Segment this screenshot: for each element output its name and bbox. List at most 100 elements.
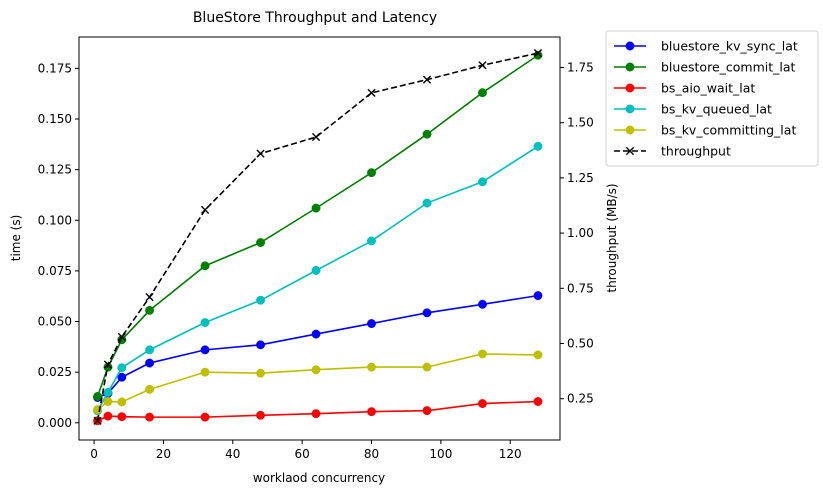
data-point-throughput <box>533 49 543 58</box>
series-line-bs-kv-committing-lat <box>97 353 538 411</box>
data-point-bs-kv-queued-lat <box>117 363 127 373</box>
data-point-bs-aio-wait-lat <box>478 399 487 408</box>
data-point-throughput <box>256 149 265 158</box>
data-point-bs-kv-queued-lat <box>103 387 113 397</box>
plot-area <box>93 49 543 426</box>
data-point-throughput <box>93 416 102 425</box>
y-axis-left: 0.000 0.025 0.050 0.075 0.100 0.125 0.150 0.175 <box>38 61 79 430</box>
data-point-bs-kv-committing-lat <box>422 362 432 372</box>
series-bs-aio-wait-lat <box>93 397 543 426</box>
data-point-bs-kv-committing-lat <box>311 365 321 375</box>
data-point-bluestore-kv-sync-lat <box>117 372 127 382</box>
data-point-throughput <box>103 360 113 369</box>
data-point-bs-aio-wait-lat <box>367 407 376 417</box>
series-line-bluestore-commit-lat <box>96 54 539 397</box>
legend-label: bs_kv_committing_lat <box>661 123 796 138</box>
data-point-bs-kv-queued-lat <box>422 198 432 208</box>
data-point-bluestore-commit-lat <box>311 203 321 213</box>
axes-frame <box>78 36 561 441</box>
data-point-bs-aio-wait-lat <box>117 412 127 422</box>
data-point-throughput <box>311 132 321 142</box>
series-bs-kv-queued-lat <box>93 141 543 416</box>
data-point-bluestore-kv-sync-lat <box>533 291 543 301</box>
x-tick-label: 100 <box>429 447 452 461</box>
legend: bluestore_kv_sync_lat bluestore_commit_la… <box>605 30 819 167</box>
y2-tick-label: 1.75 <box>567 60 594 74</box>
legend-marker <box>625 125 635 135</box>
y2-tick-label: 1.25 <box>567 171 594 185</box>
x-tick-label: 20 <box>156 447 171 461</box>
y-tick-label: 0.075 <box>38 264 72 278</box>
x-tick-label: 120 <box>499 447 522 461</box>
data-point-throughput <box>422 75 432 84</box>
y2-axis-label: throughput (MB/s) <box>605 183 619 292</box>
data-point-bluestore-kv-sync-lat <box>478 299 487 309</box>
legend-item-bluestore-commit-lat: bluestore_commit_lat <box>614 60 796 75</box>
y-tick-label: 0.050 <box>38 315 72 329</box>
legend-marker <box>625 62 635 72</box>
y-tick-label: 0.000 <box>38 416 72 430</box>
legend-item-bs-aio-wait-lat: bs_aio_wait_lat <box>614 81 755 96</box>
y2-tick-label: 0.25 <box>567 392 594 406</box>
data-point-bs-aio-wait-lat <box>533 397 543 406</box>
y-tick-label: 0.025 <box>38 365 72 379</box>
data-point-bs-kv-committing-lat <box>117 397 127 407</box>
x-tick-label: 0 <box>90 447 98 461</box>
data-point-bluestore-commit-lat <box>422 129 432 139</box>
legend-marker <box>625 104 635 114</box>
data-point-bs-kv-queued-lat <box>478 177 487 187</box>
data-point-bs-kv-committing-lat <box>256 368 265 378</box>
data-point-bluestore-commit-lat <box>200 261 210 271</box>
data-point-bluestore-commit-lat <box>93 392 103 401</box>
data-point-bs-kv-queued-lat <box>200 318 210 327</box>
data-point-bs-kv-committing-lat <box>533 350 543 360</box>
y-tick-label: 0.175 <box>38 61 72 75</box>
data-point-bluestore-commit-lat <box>478 88 487 98</box>
data-point-bs-kv-committing-lat <box>103 397 113 406</box>
data-point-throughput <box>478 61 487 70</box>
series-line-bluestore-kv-sync-lat <box>97 294 539 399</box>
x-axis: 0 20 40 60 80 100 120 <box>90 440 522 461</box>
data-point-bluestore-commit-lat <box>367 168 376 178</box>
data-point-bs-kv-committing-lat <box>367 362 376 372</box>
legend-label: bluestore_kv_sync_lat <box>661 39 798 54</box>
data-point-bs-kv-queued-lat <box>256 295 265 305</box>
legend-item-bs-kv-queued-lat: bs_kv_queued_lat <box>614 102 772 117</box>
legend-item-bs-kv-committing-lat: bs_kv_committing_lat <box>614 123 796 138</box>
data-point-bluestore-kv-sync-lat <box>422 308 432 318</box>
y-tick-label: 0.125 <box>38 163 72 177</box>
data-point-bluestore-kv-sync-lat <box>311 329 321 339</box>
y-tick-label: 0.100 <box>38 213 72 227</box>
data-point-bluestore-kv-sync-lat <box>256 340 265 350</box>
data-point-bluestore-kv-sync-lat <box>200 345 210 355</box>
data-point-bluestore-kv-sync-lat <box>367 319 376 329</box>
data-point-bluestore-kv-sync-lat <box>145 358 155 368</box>
data-point-bs-kv-queued-lat <box>533 141 543 151</box>
y-axis-right: 0.25 0.50 0.75 1.00 1.25 1.50 1.75 <box>560 60 594 406</box>
data-point-throughput <box>117 332 126 341</box>
x-tick-label: 40 <box>225 447 240 461</box>
y2-tick-label: 0.75 <box>567 281 594 295</box>
data-point-bs-kv-queued-lat <box>145 345 155 355</box>
data-point-bs-kv-committing-lat <box>478 349 487 359</box>
data-point-bs-aio-wait-lat <box>311 409 321 419</box>
legend-item-throughput: throughput <box>614 144 731 159</box>
legend-label: bs_kv_queued_lat <box>661 102 772 117</box>
data-point-throughput <box>145 293 154 302</box>
data-point-bluestore-commit-lat <box>256 238 265 248</box>
legend-marker <box>625 41 635 51</box>
x-axis-label: worklaod concurrency <box>253 471 385 485</box>
y-axis-label: time (s) <box>9 215 23 262</box>
data-point-throughput <box>200 205 210 214</box>
data-point-bluestore-commit-lat <box>145 305 155 315</box>
series-throughput <box>93 49 543 425</box>
legend-label: bs_aio_wait_lat <box>661 81 755 96</box>
data-point-bs-kv-committing-lat <box>200 367 210 377</box>
chart-title: BlueStore Throughput and Latency <box>193 10 437 26</box>
legend-label: bluestore_commit_lat <box>661 60 796 75</box>
data-point-bs-aio-wait-lat <box>103 411 113 421</box>
y2-tick-label: 1.00 <box>567 226 594 240</box>
series-bluestore-commit-lat <box>93 50 543 401</box>
data-point-bs-aio-wait-lat <box>256 410 265 420</box>
